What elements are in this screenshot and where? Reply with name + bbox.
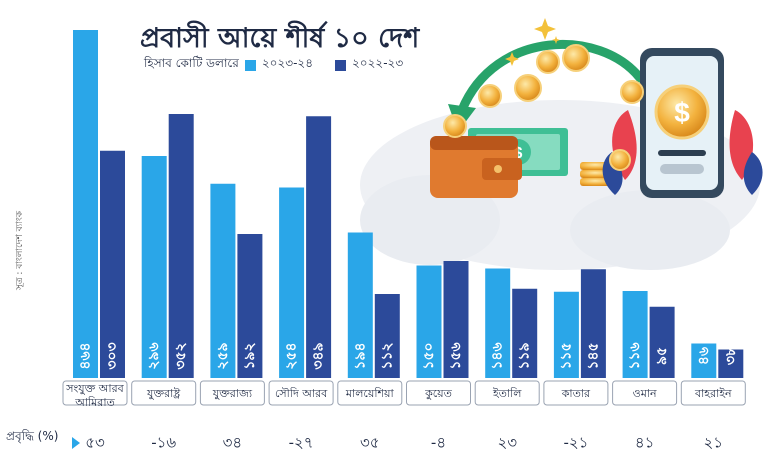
bar-2022-23	[168, 114, 194, 378]
bar-2022-23	[718, 349, 744, 378]
bar-2023-24	[416, 265, 442, 378]
category-label: ইতালি	[492, 387, 522, 400]
smartphone-icon: $	[640, 48, 724, 198]
data-label-2022-23: ১৯২	[242, 342, 258, 369]
legend-label-2022-23: ২০২২-২৩	[352, 56, 404, 70]
data-label-2023-24: ৪৬৪	[78, 342, 94, 369]
category-box	[268, 380, 334, 406]
data-label-2022-23: ১১৯	[517, 342, 533, 369]
growth-value: -২১	[563, 434, 588, 452]
category-box	[680, 380, 746, 406]
remittance-illustration: $ $	[430, 18, 763, 198]
growth-value: ৫৩	[85, 434, 105, 452]
legend: হিসাব কোটি ডলারে ২০২৩-২৪ ২০২২-২৩	[144, 55, 403, 75]
category-label: বাহরাইন	[694, 387, 732, 400]
source-note: সূত্র : বাংলাদেশ ব্যাংক	[15, 210, 25, 290]
bar-2022-23	[512, 288, 538, 378]
bar-2022-23	[649, 306, 675, 378]
growth-value: -২৭	[289, 434, 314, 452]
category-box	[543, 380, 609, 406]
category-label: কাতার	[561, 387, 591, 400]
data-label-2023-24: ১৯৪	[352, 342, 368, 369]
category-box	[131, 380, 197, 406]
growth-value: ৩৪	[223, 434, 243, 452]
data-label-2023-24: ২৫৪	[284, 342, 300, 369]
category-box	[612, 380, 678, 406]
growth-value: ৪১	[635, 434, 654, 452]
bar-2023-24	[553, 291, 579, 378]
category-label: সৌদি আরব	[275, 387, 328, 400]
growth-value: ২৩	[497, 434, 517, 452]
category-label: মালয়েশিয়া	[345, 387, 395, 400]
bar-2023-24	[279, 187, 305, 378]
sparkle-icon	[505, 18, 560, 66]
data-label-2022-23: ৩৫২	[173, 342, 189, 369]
data-label-2023-24: ২৯৬	[146, 342, 162, 369]
category-box	[62, 380, 128, 406]
legend-swatch-2022-23	[335, 59, 346, 71]
bar-2022-23	[306, 116, 332, 378]
bar-layer	[73, 30, 744, 378]
bar-2023-24	[141, 156, 167, 378]
category-label: যুক্তরাষ্ট্র	[146, 387, 181, 400]
chart-title: প্রবাসী আয়ে শীর্ষ ১০ দেশ	[140, 23, 420, 54]
category-box	[337, 380, 403, 406]
bar-2023-24	[210, 183, 236, 378]
bar-2022-23	[100, 150, 125, 378]
bar-2022-23	[374, 294, 400, 378]
arrow-icon	[457, 39, 645, 115]
bar-2023-24	[622, 291, 648, 378]
growth-row: ৫৩ -১৬ ৩৪ -২৭ ৩৫ -৪ ২৩ -২১ ৪১ ২১	[72, 434, 723, 452]
category-label: আমিরাত	[74, 396, 115, 409]
category-box	[199, 380, 265, 406]
growth-value: ৩৫	[360, 434, 380, 452]
growth-value: -১৬	[151, 434, 176, 452]
bar-2023-24	[347, 232, 373, 378]
category-box	[406, 380, 471, 406]
bar-2022-23	[237, 234, 263, 378]
bar-2023-24	[485, 268, 511, 378]
unit-label: হিসাব কোটি ডলারে	[144, 56, 239, 70]
category-label: যুক্তরাজ্য	[212, 387, 253, 400]
wallet-icon	[430, 136, 522, 198]
legend-swatch-2023-24	[244, 59, 256, 71]
bar-2022-23	[443, 261, 469, 378]
svg-text:$: $	[674, 97, 690, 128]
category-label: ওমান	[633, 387, 657, 400]
svg-text:$: $	[514, 145, 523, 162]
bar-label-layer: ৪৬৪ ৩০৩ ২৯৬ ৩৫২ ২৫৯ ১৯২ ২৫৪ ৩৪৯ ১৯৪ ১১২ ১৫০ ১৫৬ ১৪৬ ১…	[78, 342, 739, 369]
data-label-2023-24: ২৫৯	[215, 342, 231, 369]
bar-2023-24	[691, 343, 717, 378]
data-label-2023-24: ১৫০	[421, 342, 437, 369]
data-label-2023-24: ১১৫	[558, 342, 574, 369]
bar-2023-24	[73, 30, 98, 378]
data-label-2022-23: ৩৪৯	[311, 342, 327, 369]
category-label: কুয়েত	[424, 387, 453, 400]
data-label-2023-24: ৪৬	[696, 347, 712, 365]
data-label-2023-24: ১১৬	[627, 342, 643, 369]
growth-row-label: প্রবৃদ্ধি (%)	[6, 429, 59, 443]
data-label-2022-23: ১৪৫	[585, 342, 601, 369]
data-label-2022-23: ১১২	[379, 342, 395, 369]
growth-marker-icon	[72, 437, 80, 449]
bar-2022-23	[580, 269, 606, 378]
data-label-2022-23: ৯৫	[654, 347, 670, 365]
data-label-2022-23: ৩৮	[723, 346, 739, 365]
legend-label-2023-24: ২০২৩-২৪	[261, 56, 313, 70]
data-label-2022-23: ৩০৩	[105, 342, 121, 369]
category-label: সংযুক্ত আরব	[65, 382, 124, 395]
data-label-2023-24: ১৪৬	[490, 342, 506, 369]
growth-value: -৪	[431, 434, 446, 452]
growth-value: ২১	[704, 434, 724, 452]
coin-icon	[443, 44, 644, 171]
data-label-2022-23: ১৫৬	[448, 342, 464, 369]
category-box	[474, 380, 540, 406]
